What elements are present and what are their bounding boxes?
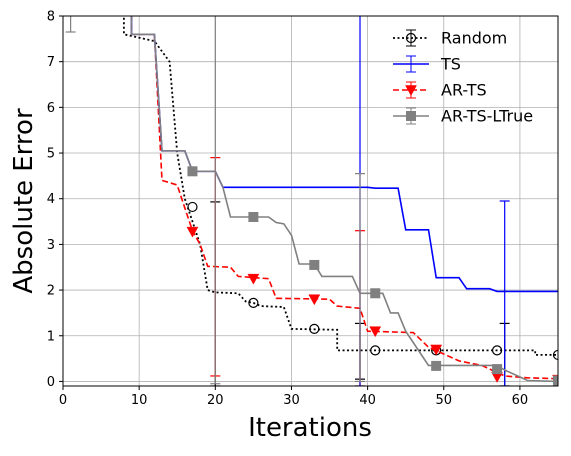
plot-frame (62, 15, 559, 387)
data-point (553, 375, 558, 386)
legend-label: AR-TS-LTrue (441, 107, 533, 126)
data-point (309, 259, 320, 270)
legend: Random TS AR-TS AR-TS-LTrue (393, 29, 533, 126)
series-line (123, 16, 558, 356)
legend-marker (406, 111, 416, 121)
legend-marker (405, 32, 417, 44)
legend-entry: TS (393, 55, 461, 74)
data-point (248, 211, 259, 222)
series-ar-ts (130, 16, 558, 386)
data-point (308, 294, 321, 306)
y-tick-label: 6 (47, 101, 55, 116)
series-ar-ts-ltrue (130, 16, 558, 386)
data-point (491, 345, 503, 356)
legend-entry: Random (393, 29, 507, 48)
y-tick-label: 7 (47, 55, 55, 70)
data-point (430, 344, 443, 356)
legend-label: TS (440, 55, 461, 74)
data-series (65, 16, 558, 386)
data-point (309, 323, 320, 335)
data-point (492, 364, 503, 375)
data-point (552, 349, 558, 361)
data-point (247, 273, 260, 285)
series-line (130, 16, 558, 380)
data-point (370, 288, 381, 299)
y-axis-label: Absolute Error (9, 108, 39, 294)
legend-marker (405, 85, 417, 97)
y-tick-label: 0 (47, 375, 55, 390)
data-point (370, 345, 381, 356)
x-axis-label: Iterations (248, 413, 372, 443)
data-point (369, 326, 382, 338)
axis-ticks: 0 10 20 30 40 50 60 0 1 2 3 4 5 6 7 8 (47, 10, 528, 409)
data-point (431, 360, 442, 371)
legend-label: Random (441, 29, 507, 48)
series-line (130, 16, 558, 383)
y-tick-label: 8 (47, 10, 55, 25)
x-tick-label: 50 (435, 393, 452, 408)
data-point (248, 297, 259, 308)
x-tick-label: 10 (131, 393, 148, 408)
x-tick-label: 30 (283, 393, 300, 408)
x-tick-label: 20 (207, 393, 224, 408)
x-tick-label: 40 (359, 393, 376, 408)
legend-entry: AR-TS (393, 81, 487, 100)
y-tick-label: 1 (47, 329, 55, 344)
y-tick-label: 4 (47, 192, 55, 207)
y-tick-label: 3 (47, 238, 55, 253)
y-tick-label: 2 (47, 284, 55, 299)
series-ts (130, 16, 558, 386)
legend-entry: AR-TS-LTrue (393, 107, 533, 126)
gridlines (62, 15, 558, 386)
y-tick-label: 5 (47, 147, 55, 162)
x-tick-label: 60 (512, 393, 529, 408)
data-point (187, 166, 198, 177)
data-point (186, 226, 199, 238)
x-tick-label: 0 (59, 393, 67, 408)
legend-label: AR-TS (441, 81, 487, 100)
series-random (123, 16, 558, 386)
data-point (187, 201, 198, 213)
